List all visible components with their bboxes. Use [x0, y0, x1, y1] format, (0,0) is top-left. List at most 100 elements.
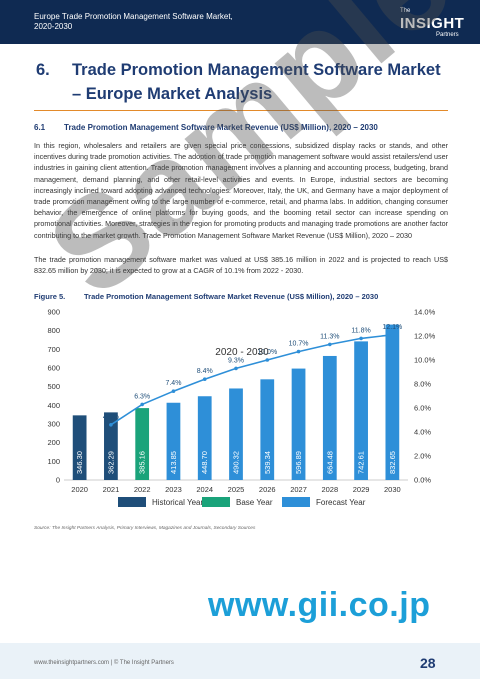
y2-tick-label: 8.0% [414, 380, 431, 389]
bar [166, 402, 181, 480]
logo-partners: Partners [436, 32, 459, 38]
y-tick-label: 500 [47, 382, 60, 391]
bar [72, 415, 87, 480]
x-tick-label: 2020 [71, 485, 88, 494]
figure-title: Trade Promotion Management Software Mark… [84, 292, 379, 301]
bar-value-label: 742.61 [357, 451, 366, 474]
logo-insight: INSIGHT [400, 15, 465, 32]
revenue-chart: 0 100 200 300 400 500 600 700 800 900 0.0% 2.0% 4.0%… [47, 308, 436, 507]
bar-value-label: 385.16 [138, 451, 147, 474]
bar [135, 408, 150, 480]
footer-text: www.theinsightpartners.com | © The Insig… [34, 660, 174, 666]
y2-tick-label: 14.0% [414, 308, 436, 317]
bar-value-label: 490.32 [232, 451, 241, 474]
y-tick-label: 0 [56, 476, 60, 485]
growth-point [265, 358, 270, 362]
growth-label: 10.0% [257, 349, 277, 356]
growth-label: 8.4% [197, 368, 213, 375]
bar [291, 368, 306, 480]
y-tick-label: 700 [47, 345, 60, 354]
subsection-title: Trade Promotion Management Software Mark… [64, 123, 378, 132]
bar-value-label: 832.65 [388, 451, 397, 474]
logo-the: The [400, 8, 411, 14]
source-note: Source: The Insight Partners Analysis, P… [34, 526, 256, 531]
bar [354, 341, 368, 480]
x-tick-label: 2021 [103, 485, 120, 494]
legend-label: Historical Year [152, 498, 203, 507]
figure-number: Figure 5. [34, 292, 66, 301]
report-title-line1: Europe Trade Promotion Management Softwa… [34, 12, 233, 21]
bar-value-label: 362.29 [106, 451, 115, 474]
y-tick-label: 400 [47, 401, 60, 410]
body-paragraph-1: In this region, wholesalers and retailer… [34, 141, 448, 240]
bar-value-label: 596.89 [294, 451, 303, 474]
growth-point [171, 389, 176, 393]
y2-tick-label: 4.0% [414, 428, 431, 437]
x-tick-label: 2023 [165, 485, 182, 494]
growth-point [359, 336, 363, 341]
growth-point [140, 402, 144, 407]
growth-point [234, 366, 238, 371]
bar [322, 355, 337, 480]
growth-label: 11.3% [320, 333, 339, 340]
x-tick-label: 2025 [228, 485, 245, 494]
subsection-number: 6.1 [34, 123, 46, 132]
growth-line [110, 334, 393, 426]
bar [197, 396, 212, 480]
growth-point [202, 377, 207, 381]
bar-value-label: 664.48 [325, 451, 334, 474]
page-number: 28 [420, 655, 436, 671]
report-title: Europe Trade Promotion Management Softwa… [34, 12, 233, 32]
section-title: Trade Promotion Management Software Mark… [72, 61, 441, 103]
y2-tick-label: 12.0% [414, 332, 436, 341]
x-tick-label: 2027 [290, 485, 307, 494]
y2-tick-label: 2.0% [414, 452, 431, 461]
legend-swatch [202, 497, 230, 507]
body-paragraph-2: The trade promotion management software … [34, 255, 448, 276]
growth-label: 6.3% [134, 393, 150, 400]
growth-label: 4.6% [103, 414, 119, 421]
growth-label: 12.1% [382, 324, 402, 331]
legend-label: Forecast Year [316, 498, 366, 507]
y2-tick-label: 6.0% [414, 404, 431, 413]
growth-label: 9.3% [228, 357, 244, 364]
x-tick-label: 2024 [196, 485, 213, 494]
report-title-line2: 2020-2030 [34, 22, 73, 31]
x-tick-label: 2029 [353, 485, 370, 494]
legend-swatch [282, 497, 310, 507]
y-tick-label: 100 [47, 457, 60, 466]
y2-tick-label: 10.0% [414, 356, 436, 365]
y-tick-label: 600 [47, 364, 60, 373]
bar-value-label: 539.34 [263, 451, 272, 474]
bar [385, 324, 400, 480]
section-divider [34, 110, 448, 111]
cagr-label: 2020 - 2030 [215, 347, 269, 358]
bar [260, 379, 275, 480]
x-tick-label: 2026 [259, 485, 276, 494]
growth-label: 10.7% [289, 341, 309, 348]
legend-swatch [118, 497, 146, 507]
x-tick-label: 2028 [321, 485, 338, 494]
insight-partners-logo: The INSIGHT Partners [400, 6, 470, 38]
section-number: 6. [36, 61, 50, 79]
y2-tick-label: 0.0% [414, 476, 431, 485]
growth-point [296, 349, 301, 354]
y-tick-label: 300 [47, 420, 60, 429]
legend-label: Base Year [236, 498, 273, 507]
x-tick-label: 2030 [384, 485, 401, 494]
x-tick-label: 2022 [134, 485, 151, 494]
y-tick-label: 800 [47, 326, 60, 335]
bar [104, 412, 118, 480]
page-header: Europe Trade Promotion Management Softwa… [0, 0, 480, 44]
growth-point [109, 423, 113, 427]
growth-point [390, 333, 395, 337]
bar-value-label: 346.30 [75, 451, 84, 474]
gii-url: www.gii.co.jp [208, 586, 431, 624]
y-tick-label: 900 [47, 308, 60, 317]
bar-value-label: 413.85 [169, 451, 178, 474]
growth-label: 11.8% [351, 327, 370, 334]
growth-label: 7.4% [165, 380, 181, 387]
bar [229, 388, 243, 480]
y-tick-label: 200 [47, 438, 60, 447]
growth-point [328, 342, 332, 347]
